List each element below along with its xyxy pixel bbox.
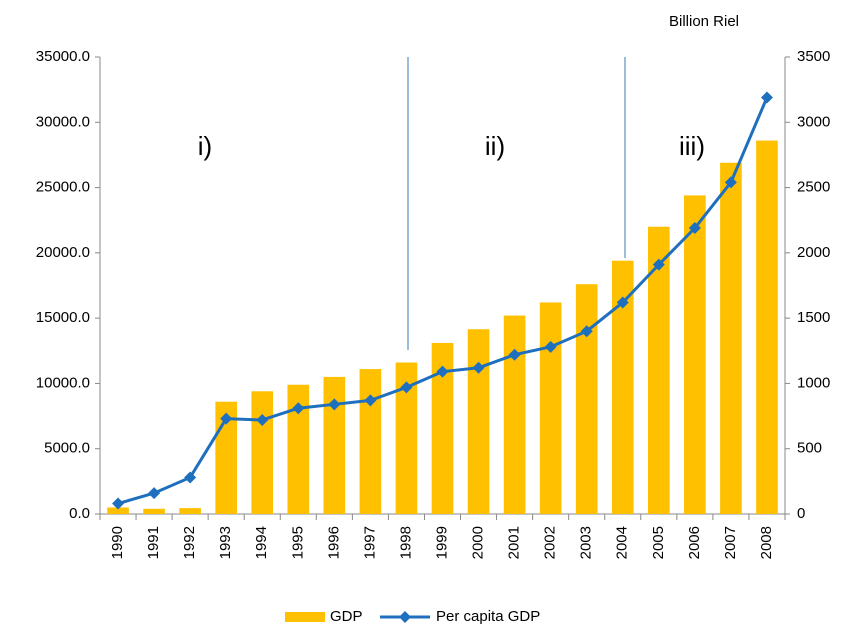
bar — [431, 342, 454, 514]
x-tick-label: 2008 — [758, 526, 775, 559]
x-tick-label: 2001 — [506, 526, 523, 559]
bar — [107, 507, 129, 514]
y2-tick-label: 1500 — [797, 309, 830, 326]
bar — [756, 140, 778, 514]
marker — [760, 91, 773, 104]
annotation: iii) — [679, 131, 705, 161]
y2-tick-label: 2000 — [797, 244, 830, 261]
bar — [684, 195, 706, 515]
annotation: ii) — [485, 131, 505, 161]
marker — [184, 471, 197, 484]
bar — [720, 162, 742, 514]
marker — [436, 365, 449, 378]
y2-tick-label: 1000 — [797, 374, 830, 391]
legend-label: Per capita GDP — [436, 608, 540, 625]
marker — [328, 398, 341, 411]
y-tick-label: 35000.0 — [36, 48, 90, 65]
y2-tick-label: 0 — [797, 505, 805, 522]
bar — [539, 302, 562, 514]
x-tick-label: 2005 — [650, 526, 667, 559]
bar — [359, 369, 382, 514]
x-tick-label: 1999 — [433, 526, 450, 559]
x-tick-label: 2004 — [614, 526, 631, 559]
marker — [112, 497, 125, 510]
unit-label: Billion Riel — [669, 13, 739, 30]
marker — [364, 394, 377, 407]
bar — [503, 315, 526, 514]
annotation: i) — [198, 131, 212, 161]
marker — [508, 348, 521, 361]
x-tick-label: 1991 — [145, 526, 162, 559]
x-tick-label: 1992 — [181, 526, 198, 559]
marker — [688, 222, 701, 235]
y-tick-label: 15000.0 — [36, 309, 90, 326]
bar — [648, 226, 670, 514]
marker — [724, 176, 737, 189]
legend-swatch — [399, 611, 411, 623]
bar — [251, 391, 274, 514]
marker — [472, 361, 485, 374]
bar — [143, 508, 165, 514]
bar — [287, 384, 310, 514]
bar — [323, 376, 346, 514]
legend-label: GDP — [330, 608, 363, 625]
y2-tick-label: 500 — [797, 440, 822, 457]
x-tick-label: 1990 — [109, 526, 126, 559]
x-tick-label: 2002 — [542, 526, 559, 559]
x-tick-label: 1996 — [325, 526, 342, 559]
marker — [148, 487, 161, 500]
x-tick-label: 2007 — [722, 526, 739, 559]
y-tick-label: 0.0 — [69, 505, 90, 522]
marker — [652, 258, 665, 271]
bar — [179, 508, 201, 514]
y2-tick-label: 3000 — [797, 113, 830, 130]
bar — [611, 260, 634, 514]
x-tick-label: 2000 — [470, 526, 487, 559]
x-tick-label: 1995 — [289, 526, 306, 559]
bar — [575, 284, 598, 514]
x-tick-label: 2003 — [578, 526, 595, 559]
marker — [292, 402, 305, 415]
marker — [220, 412, 233, 425]
y-tick-label: 5000.0 — [44, 440, 90, 457]
y-tick-label: 30000.0 — [36, 113, 90, 130]
marker — [580, 325, 593, 338]
marker — [400, 381, 413, 394]
x-tick-label: 1994 — [253, 526, 270, 559]
y-tick-label: 10000.0 — [36, 374, 90, 391]
x-tick-label: 2006 — [686, 526, 703, 559]
marker — [544, 340, 557, 353]
x-tick-label: 1998 — [397, 526, 414, 559]
bar — [395, 362, 418, 514]
marker — [616, 296, 629, 309]
y-tick-label: 25000.0 — [36, 179, 90, 196]
y2-tick-label: 2500 — [797, 179, 830, 196]
x-tick-label: 1993 — [217, 526, 234, 559]
bar — [467, 329, 490, 514]
x-tick-label: 1997 — [361, 526, 378, 559]
legend-swatch — [285, 612, 325, 622]
marker — [256, 413, 269, 426]
y-tick-label: 20000.0 — [36, 244, 90, 261]
y2-tick-label: 3500 — [797, 48, 830, 65]
